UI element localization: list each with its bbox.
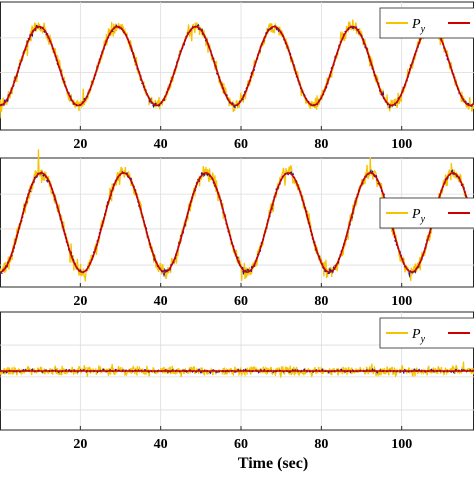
x-tick-label: 80 bbox=[314, 294, 328, 309]
x-tick-label: 20 bbox=[73, 294, 87, 309]
x-tick-label: 20 bbox=[73, 137, 87, 152]
legend: PyP bbox=[379, 197, 474, 229]
panel-3: 20 40 60 80 100 PyP bbox=[0, 311, 474, 452]
x-tick-label: 100 bbox=[391, 437, 412, 452]
x-tick-label: 60 bbox=[234, 137, 248, 152]
legend: PyP bbox=[379, 317, 474, 349]
series-P_y-line bbox=[0, 361, 474, 379]
panels-layer: 20 40 60 80 100 PyP 20 40 60 80 100 PyP 20 40 60 80 100 P… bbox=[0, 1, 474, 452]
x-tick-label: 40 bbox=[154, 294, 168, 309]
panel-2: 20 40 60 80 100 PyP bbox=[0, 149, 474, 309]
legend: PyP bbox=[379, 7, 474, 39]
x-tick-label: 100 bbox=[391, 137, 412, 152]
panel-1: 20 40 60 80 100 PyP bbox=[0, 1, 474, 152]
x-tick-label: 60 bbox=[234, 437, 248, 452]
x-axis-label: Time (sec) bbox=[238, 455, 308, 472]
x-tick-label: 80 bbox=[314, 137, 328, 152]
series-P-line bbox=[0, 25, 474, 107]
x-tick-label: 60 bbox=[234, 294, 248, 309]
x-tick-label: 20 bbox=[73, 437, 87, 452]
x-tick-label: 40 bbox=[154, 137, 168, 152]
x-tick-label: 80 bbox=[314, 437, 328, 452]
x-tick-label: 40 bbox=[154, 437, 168, 452]
x-tick-label: 100 bbox=[391, 294, 412, 309]
series-P-line bbox=[0, 172, 474, 273]
